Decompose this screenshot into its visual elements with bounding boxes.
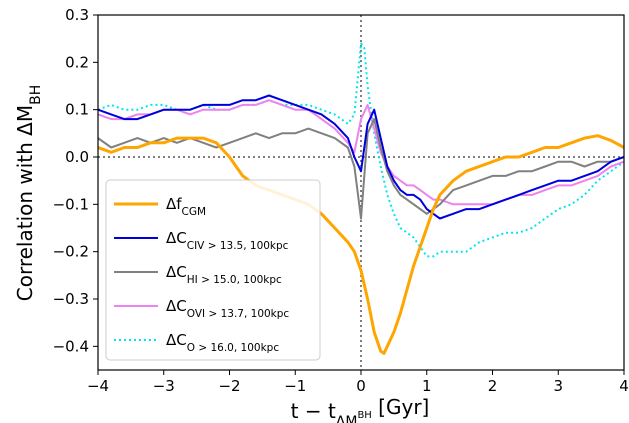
legend-box: [105, 179, 321, 361]
x-axis-title-subsub: BH: [357, 410, 371, 421]
series-line-1: [98, 94, 624, 220]
y-tick-label: 0.1: [65, 101, 89, 119]
x-tick-label: −1: [284, 377, 306, 395]
legend-label-3: ΔCOVI > 13.7, 100kpc: [166, 297, 289, 320]
y-tick-label: −0.1: [53, 195, 89, 213]
x-tick-label: 3: [553, 377, 563, 395]
legend-label-sub: CGM: [182, 206, 207, 218]
y-tick-label: −0.4: [53, 337, 89, 355]
y-axis-title-base: Correlation with ΔM: [13, 105, 37, 301]
x-tick-label: 2: [488, 377, 498, 395]
x-tick-label: −4: [87, 377, 109, 395]
legend-label-sub: OVI > 13.7, 100kpc: [187, 308, 290, 320]
x-tick-label: −3: [153, 377, 175, 395]
legend-label-sub: O > 16.0, 100kpc: [187, 342, 280, 354]
legend-label-0: ΔfCGM: [166, 195, 206, 218]
y-tick-label: −0.3: [53, 290, 89, 308]
x-tick-label: 1: [422, 377, 432, 395]
x-axis-title-base: t − t: [291, 399, 336, 423]
x-axis-title-sub: ΔM: [336, 414, 358, 423]
y-axis: −0.4 −0.3 −0.2 −0.1 0.0 0.1 0.2 0.3: [53, 6, 98, 355]
legend-label-4: ΔCO > 16.0, 100kpc: [166, 331, 279, 354]
x-tick-label: −2: [218, 377, 240, 395]
legend-label-main: ΔC: [166, 229, 187, 247]
legend-label-main: ΔC: [166, 297, 187, 315]
y-tick-label: −0.2: [53, 243, 89, 261]
y-tick-label: 0.2: [65, 53, 89, 71]
x-axis-title-unit: [Gyr]: [372, 395, 430, 419]
legend-label-sub: CIV > 13.5, 100kpc: [187, 240, 289, 252]
legend-label-main: ΔC: [166, 331, 187, 349]
y-tick-label: 0.0: [65, 148, 89, 166]
x-axis: −4 −3 −2 −1 0 1 2 3 4: [87, 370, 629, 395]
legend-label-main: ΔC: [166, 263, 187, 281]
y-axis-title-sub: BH: [28, 85, 44, 105]
legend-label-sub: HI > 15.0, 100kpc: [187, 274, 282, 286]
legend-label-main: Δf: [166, 195, 182, 213]
y-tick-label: 0.3: [65, 6, 89, 24]
x-axis-title: t − tΔMBH [Gyr]: [291, 395, 430, 423]
x-tick-label: 4: [619, 377, 629, 395]
y-axis-title: Correlation with ΔMBH: [13, 85, 44, 302]
series-line-2: [98, 118, 624, 220]
x-tick-label: 0: [356, 377, 366, 395]
legend-label-2: ΔCHI > 15.0, 100kpc: [166, 263, 282, 286]
series-line-0: [98, 134, 624, 355]
series-line-4: [98, 42, 624, 258]
reference-lines: [98, 15, 624, 370]
series-layer: [98, 42, 624, 355]
legend-label-1: ΔCCIV > 13.5, 100kpc: [166, 229, 289, 252]
